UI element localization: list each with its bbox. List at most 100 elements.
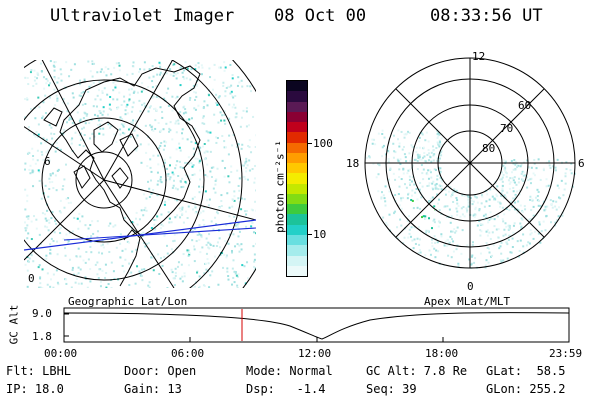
emission-speck xyxy=(488,198,491,201)
emission-speck xyxy=(415,187,418,190)
emission-speck xyxy=(62,101,65,104)
emission-speck xyxy=(427,229,430,232)
emission-speck xyxy=(502,164,505,167)
emission-speck xyxy=(156,171,159,174)
emission-speck xyxy=(485,259,488,262)
emission-speck xyxy=(24,98,27,101)
emission-speck xyxy=(197,231,200,234)
emission-speck xyxy=(388,141,391,144)
emission-speck xyxy=(410,144,413,147)
emission-speck xyxy=(471,203,474,206)
emission-speck xyxy=(172,184,175,187)
emission-speck xyxy=(155,85,158,88)
emission-speck xyxy=(182,106,185,109)
glat-info: GLat: 58.5 xyxy=(486,364,566,378)
emission-speck xyxy=(418,243,421,246)
emission-speck xyxy=(414,242,417,245)
emission-speck xyxy=(118,64,121,67)
emission-speck xyxy=(398,145,401,148)
emission-speck xyxy=(173,277,176,280)
emission-speck xyxy=(429,156,432,159)
colorbar-tick-label: 100 xyxy=(313,137,333,150)
emission-speck xyxy=(455,189,458,192)
emission-speck xyxy=(487,261,490,264)
emission-speck xyxy=(449,221,452,224)
emission-speck xyxy=(433,153,436,156)
emission-speck xyxy=(51,211,54,214)
emission-speck xyxy=(436,141,439,144)
emission-speck xyxy=(228,85,231,88)
emission-speck xyxy=(78,120,81,123)
emission-speck xyxy=(247,124,250,127)
emission-speck xyxy=(148,286,151,288)
emission-speck xyxy=(438,133,441,136)
emission-speck xyxy=(98,80,101,83)
emission-speck xyxy=(216,137,219,140)
emission-speck xyxy=(238,81,241,84)
emission-speck xyxy=(57,283,60,286)
emission-speck xyxy=(203,272,206,275)
emission-speck xyxy=(160,141,163,144)
emission-speck xyxy=(67,202,70,205)
emission-speck xyxy=(424,231,427,234)
emission-speck xyxy=(159,73,162,76)
emission-speck xyxy=(398,142,401,145)
emission-speck xyxy=(216,103,219,106)
emission-speck xyxy=(246,164,249,167)
emission-speck xyxy=(520,226,523,229)
emission-speck xyxy=(496,185,499,188)
emission-speck xyxy=(534,230,537,233)
emission-speck xyxy=(544,205,547,208)
emission-speck xyxy=(518,255,521,258)
emission-speck xyxy=(440,233,443,236)
emission-speck xyxy=(187,205,190,208)
colorbar-band xyxy=(287,255,307,266)
emission-speck xyxy=(517,164,520,167)
emission-speck xyxy=(79,268,82,271)
emission-speck xyxy=(93,113,96,116)
emission-speck xyxy=(250,208,253,211)
emission-speck xyxy=(246,85,249,88)
emission-speck xyxy=(398,176,401,179)
emission-speck xyxy=(563,188,566,191)
emission-speck xyxy=(194,108,197,111)
emission-speck xyxy=(173,233,176,236)
emission-speck xyxy=(150,125,153,128)
emission-speck xyxy=(200,64,203,67)
emission-speck xyxy=(31,147,34,150)
emission-speck xyxy=(436,193,439,196)
emission-speck xyxy=(107,123,110,126)
emission-speck xyxy=(26,76,29,79)
emission-speck xyxy=(429,253,432,256)
emission-speck xyxy=(142,231,145,234)
emission-speck xyxy=(37,96,40,99)
emission-speck xyxy=(147,242,150,245)
dsp-info: Dsp: -1.4 xyxy=(246,382,326,396)
emission-speck xyxy=(101,91,104,94)
emission-speck xyxy=(38,264,41,267)
emission-speck xyxy=(65,197,68,200)
emission-speck xyxy=(441,185,444,188)
emission-speck xyxy=(99,127,102,130)
emission-speck xyxy=(508,209,511,212)
emission-speck xyxy=(245,160,248,163)
emission-speck xyxy=(542,167,545,170)
emission-speck xyxy=(402,145,405,148)
emission-speck xyxy=(90,83,93,86)
emission-speck xyxy=(381,146,384,149)
emission-speck xyxy=(114,224,117,227)
emission-speck xyxy=(217,121,220,124)
emission-speck xyxy=(408,182,411,185)
emission-speck xyxy=(428,182,431,185)
emission-speck xyxy=(113,277,116,280)
emission-speck xyxy=(495,228,498,231)
emission-speck xyxy=(532,172,535,175)
emission-speck xyxy=(504,160,507,163)
emission-speck xyxy=(407,236,410,239)
emission-speck xyxy=(381,129,384,132)
emission-speck xyxy=(138,99,141,102)
emission-speck xyxy=(210,175,213,178)
emission-speck xyxy=(394,178,397,181)
emission-speck xyxy=(521,209,524,212)
emission-speck xyxy=(427,169,430,172)
